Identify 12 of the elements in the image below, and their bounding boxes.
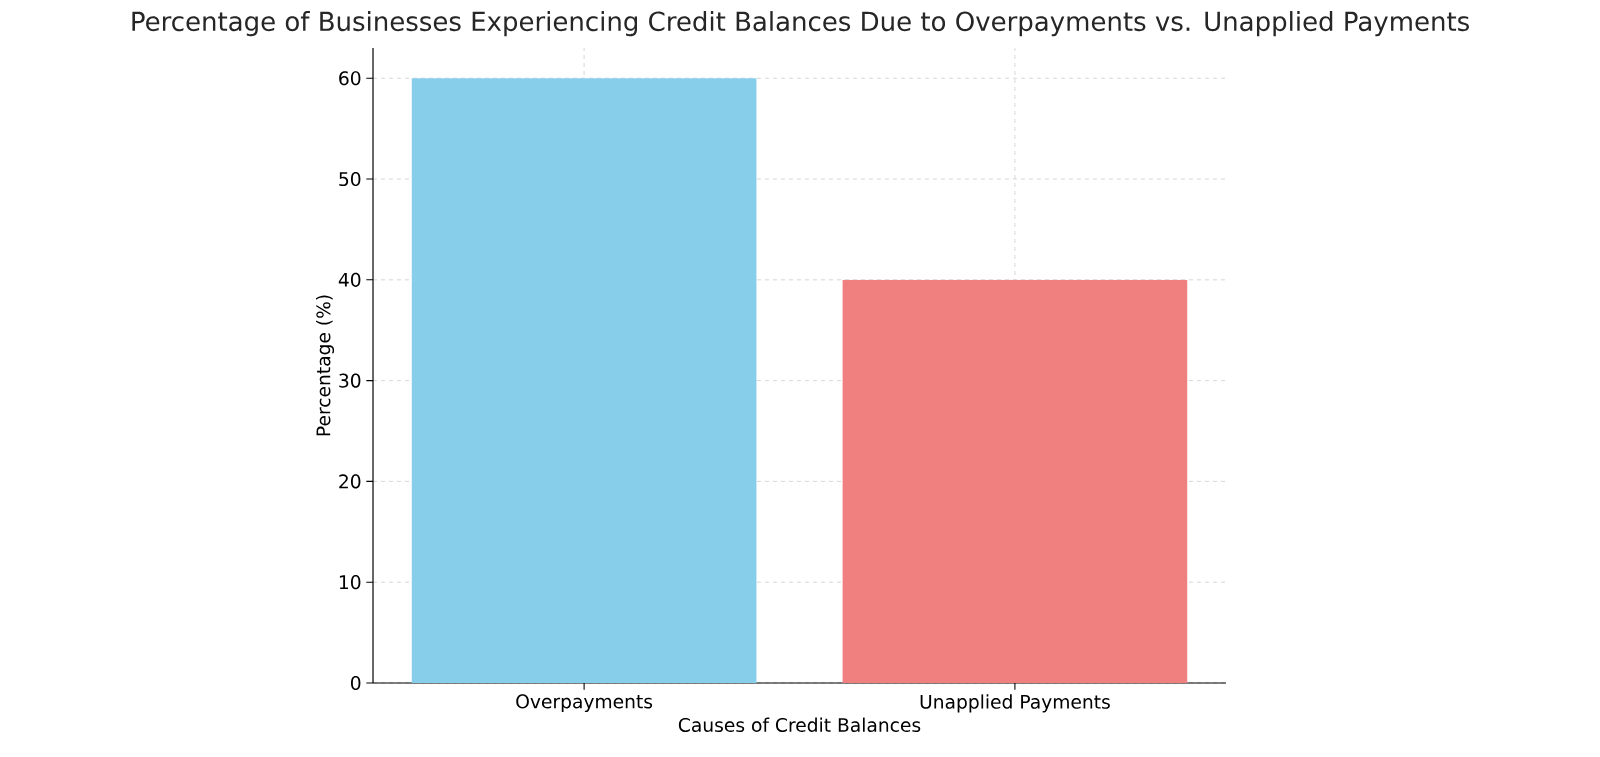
x-tick-label: Unapplied Payments bbox=[920, 694, 1110, 713]
y-tick-label: 0 bbox=[350, 675, 361, 691]
y-tick-label: 40 bbox=[338, 272, 361, 287]
y-axis-title: Percentage (%) bbox=[316, 295, 335, 436]
chart-title: Percentage of Businesses Experiencing Credit Balances Due to Overpayments vs. Unapplied Payments bbox=[132, 11, 1469, 37]
x-tick-label: Overpayments bbox=[516, 694, 653, 713]
x-axis-title: Causes of Credit Balances bbox=[678, 717, 921, 733]
y-tick-label: 60 bbox=[339, 71, 361, 86]
y-tick-label: 10 bbox=[339, 575, 361, 590]
y-tick-label: 20 bbox=[339, 474, 361, 489]
y-tick-label: 30 bbox=[339, 373, 361, 388]
y-tick-label: 50 bbox=[339, 171, 361, 187]
